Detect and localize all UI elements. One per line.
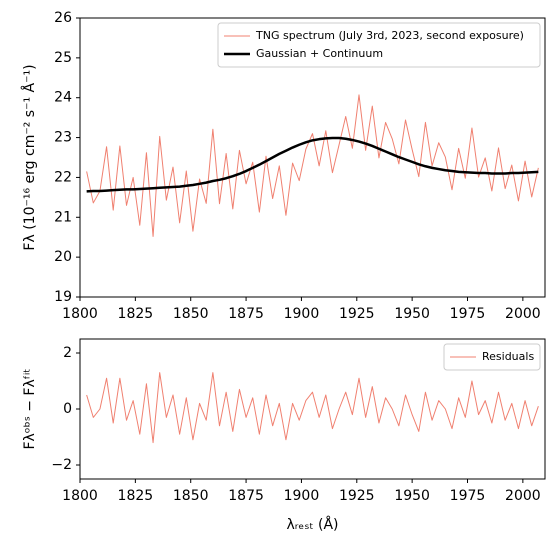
- x-tick-label: 1900: [284, 488, 320, 504]
- series-line: [86, 94, 539, 237]
- y-tick-label: 26: [54, 10, 72, 26]
- x-tick-label: 1950: [394, 306, 430, 322]
- legend-label: TNG spectrum (July 3rd, 2023, second exp…: [255, 29, 524, 42]
- y-tick-label: 21: [54, 209, 72, 225]
- x-tick-label: 2000: [505, 306, 541, 322]
- legend-box: [217, 22, 541, 68]
- x-tick-label: 1925: [339, 306, 375, 322]
- y-tick-label: 22: [54, 169, 72, 185]
- x-axis-label: λᵣₑₛₜ (Å): [286, 516, 338, 533]
- series-line: [86, 372, 539, 444]
- legend-label: Residuals: [482, 350, 534, 363]
- series-line: [86, 136, 539, 193]
- x-tick-label: 1825: [118, 488, 154, 504]
- x-tick-label: 1875: [228, 306, 264, 322]
- y-axis-label: Fλ (10⁻¹⁶ erg cm⁻² s⁻¹ Å⁻¹): [21, 64, 38, 250]
- x-tick-label: 1800: [62, 488, 98, 504]
- x-tick-label: 1850: [173, 306, 209, 322]
- y-tick-label: 25: [54, 50, 72, 66]
- axes-frame: [79, 17, 546, 298]
- y-axis-label: Fλᵒᵇˢ − Fλᶠⁱᵗ: [22, 368, 38, 449]
- legend-label: Gaussian + Continuum: [256, 47, 383, 60]
- y-tick-label: 19: [54, 289, 72, 305]
- x-tick-label: 1825: [118, 306, 154, 322]
- x-tick-label: 1950: [394, 488, 430, 504]
- y-tick-label: 23: [54, 130, 72, 146]
- x-tick-label: 2000: [505, 488, 541, 504]
- x-tick-label: 1975: [450, 488, 486, 504]
- x-tick-label: 1875: [228, 488, 264, 504]
- y-tick-label: 20: [54, 249, 72, 265]
- y-tick-label: 2: [63, 345, 72, 361]
- x-tick-label: 1850: [173, 488, 209, 504]
- x-tick-label: 1900: [284, 306, 320, 322]
- y-tick-label: 0: [63, 401, 72, 417]
- legend-box: [443, 343, 541, 371]
- y-tick-label: 24: [54, 90, 72, 106]
- y-tick-label: −2: [51, 457, 72, 473]
- x-tick-label: 1925: [339, 488, 375, 504]
- x-tick-label: 1800: [62, 306, 98, 322]
- x-tick-label: 1975: [450, 306, 486, 322]
